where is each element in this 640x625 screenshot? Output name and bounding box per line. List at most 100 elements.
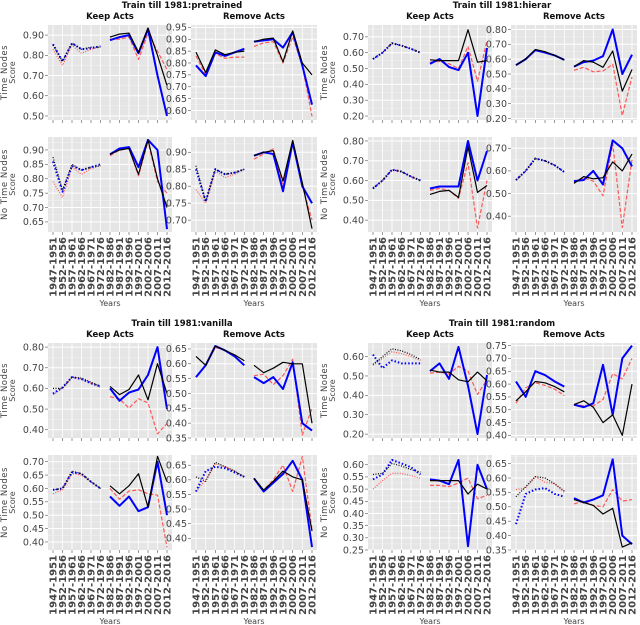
x-tick-label: 1997-2001 — [134, 555, 145, 615]
group-title: Train till 1981:random — [449, 319, 555, 329]
x-axis-label: Years — [242, 617, 264, 625]
y-tick-label: 0.40 — [23, 425, 44, 436]
series-line — [195, 345, 245, 366]
x-tick-label: 1982-1986 — [570, 555, 581, 615]
y-tick-label: 0.20 — [343, 429, 364, 440]
x-tick-label: 2002-2006 — [464, 555, 475, 615]
y-tick-label: 0.90 — [166, 148, 187, 159]
y-tick-label: 0.40 — [486, 84, 507, 95]
y-tick-label: 0.65 — [166, 94, 187, 105]
row-label: Time Nodes — [320, 45, 330, 101]
x-tick-label: 1987-1991 — [435, 237, 446, 297]
x-tick-label: 1972-1976 — [96, 237, 107, 297]
y-tick-label: 0.45 — [166, 519, 187, 530]
y-tick-label: 0.60 — [343, 176, 364, 187]
y-axis-label: Score — [8, 379, 17, 401]
y-tick-label: 0.60 — [166, 475, 187, 486]
y-tick-label: 0.45 — [343, 497, 364, 508]
x-tick-label: 1972-1976 — [240, 555, 251, 615]
y-tick-label: 0.80 — [166, 58, 187, 69]
x-tick-label: 1967-1971 — [550, 555, 561, 615]
x-tick-label: 1982-1986 — [106, 237, 117, 297]
x-tick-label: 1992-1996 — [125, 237, 136, 297]
series-line — [52, 470, 101, 491]
y-tick-label: 0.70 — [23, 457, 44, 468]
x-tick-label: 1997-2001 — [599, 555, 610, 615]
column-title: Remove Acts — [223, 12, 285, 22]
x-tick-label: 1987-1991 — [435, 555, 446, 615]
series-line — [195, 463, 245, 492]
y-tick-label: 0.85 — [166, 165, 187, 176]
series-line — [195, 465, 245, 492]
y-tick-label: 0.70 — [486, 144, 507, 155]
x-tick-label: 1992-1996 — [125, 555, 136, 615]
y-tick-label: 0.60 — [166, 106, 187, 117]
y-tick-label: 0.35 — [486, 545, 507, 556]
y-tick-label: 0.40 — [343, 215, 364, 226]
x-tick-label: 1972-1976 — [416, 555, 427, 615]
series-line — [515, 476, 565, 493]
y-tick-label: 0.65 — [486, 459, 507, 470]
group-title: Train till 1981:vanilla — [131, 319, 233, 329]
y-tick-label: 0.80 — [486, 25, 507, 36]
y-tick-label: 0.45 — [486, 418, 507, 429]
x-tick-label: 2007-2011 — [618, 555, 629, 615]
y-tick-label: 0.90 — [23, 30, 44, 41]
y-tick-label: 0.60 — [343, 48, 364, 59]
x-tick-label: 1957-1961 — [388, 237, 399, 297]
y-axis-label: Score — [328, 491, 337, 513]
x-tick-label: 2002-2006 — [288, 555, 299, 615]
y-tick-label: 0.45 — [23, 524, 44, 535]
x-tick-label: 1967-1971 — [407, 237, 418, 297]
x-tick-label: 2007-2011 — [153, 555, 164, 615]
x-tick-label: 1947-1951 — [192, 555, 203, 615]
y-axis-label: Score — [8, 491, 17, 513]
y-tick-label: 0.90 — [166, 35, 187, 46]
x-tick-label: 1952-1956 — [521, 555, 532, 615]
x-tick-label: 1962-1966 — [221, 555, 232, 615]
x-tick-label: 1982-1986 — [250, 555, 261, 615]
y-tick-label: 0.60 — [486, 166, 507, 177]
x-tick-label: 1947-1951 — [512, 237, 523, 297]
y-tick-label: 0.65 — [166, 344, 187, 355]
x-tick-label: 1957-1961 — [211, 237, 222, 297]
x-tick-label: 1982-1986 — [426, 237, 437, 297]
y-tick-label: 0.20 — [343, 111, 364, 122]
x-tick-label: 1992-1996 — [269, 555, 280, 615]
y-tick-label: 0.55 — [166, 374, 187, 385]
y-tick-label: 0.50 — [23, 111, 44, 122]
y-tick-label: 0.60 — [23, 484, 44, 495]
column-title: Keep Acts — [406, 330, 454, 340]
panel: Remove Acts 0.20 0.30 0.40 0.50 0.60 0.70 0.80 — [486, 12, 637, 125]
y-tick-label: 0.70 — [23, 363, 44, 374]
x-tick-label: 1967-1971 — [407, 555, 418, 615]
y-tick-label: 0.60 — [23, 91, 44, 102]
y-tick-label: 0.65 — [486, 367, 507, 378]
y-tick-label: 0.65 — [166, 461, 187, 472]
x-tick-label: 1997-2001 — [279, 555, 290, 615]
x-tick-label: 1952-1956 — [201, 237, 212, 297]
x-tick-label: 2007-2011 — [618, 237, 629, 297]
x-tick-label: 1967-1971 — [230, 555, 241, 615]
x-tick-label: 2012-2016 — [308, 237, 319, 297]
row-label: No Time Nodes — [320, 467, 330, 538]
y-tick-label: 0.60 — [343, 460, 364, 471]
y-tick-label: 0.80 — [166, 181, 187, 192]
series-line — [52, 44, 101, 66]
y-tick-label: 0.30 — [486, 99, 507, 110]
x-tick-label: 1992-1996 — [445, 237, 456, 297]
y-tick-label: 0.50 — [166, 504, 187, 515]
panel: 0.40 0.50 0.60 0.70 1947-19511952-19561957-1… — [486, 137, 639, 308]
y-tick-label: 0.35 — [166, 433, 187, 444]
x-tick-label: 1972-1976 — [560, 555, 571, 615]
y-tick-label: 0.40 — [343, 509, 364, 520]
y-axis-label: Score — [8, 61, 17, 83]
x-tick-label: 1952-1956 — [58, 237, 69, 297]
series-line — [195, 165, 245, 203]
y-tick-label: 0.40 — [486, 431, 507, 442]
y-tick-label: 0.90 — [23, 145, 44, 156]
